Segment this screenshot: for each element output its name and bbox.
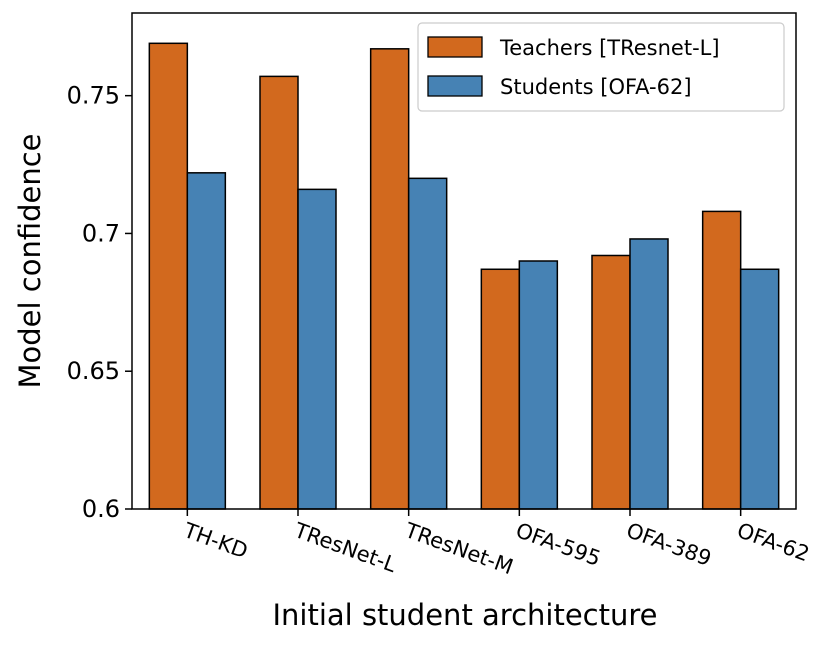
plot-area-frame	[131, 12, 797, 510]
y-axis-title: Model confidence	[13, 133, 47, 388]
bars	[148, 42, 780, 510]
bar-teachers	[259, 75, 299, 510]
y-tick-label: 0.65	[67, 357, 120, 385]
bar-students	[518, 260, 559, 510]
y-tick-label: 0.7	[82, 219, 120, 247]
x-axis-title: Initial student architecture	[272, 598, 657, 632]
bar-students	[739, 268, 780, 510]
bar-teachers	[148, 42, 189, 510]
x-tick-label: TResNet-L	[290, 518, 399, 577]
y-tick-label: 0.75	[67, 82, 120, 110]
x-tick-label: OFA-595	[513, 518, 604, 571]
bar-students	[297, 188, 337, 510]
legend-label-students: Students [OFA-62]	[500, 75, 692, 99]
x-tick-label: OFA-62	[734, 518, 813, 566]
bar-students	[629, 238, 669, 510]
bar-teachers	[369, 48, 410, 510]
x-tick-label: TResNet-M	[401, 518, 516, 580]
legend-swatch-students	[427, 75, 483, 97]
bar-students	[186, 172, 227, 510]
bar-teachers	[701, 210, 742, 510]
x-tick-label: TH-KD	[180, 518, 251, 564]
y-axis-ticks: 0.6 0.65 0.7 0.75	[67, 82, 132, 523]
y-tick-label: 0.6	[82, 495, 120, 523]
bar-students	[407, 177, 448, 510]
legend-swatch-teachers	[427, 36, 483, 58]
legend-label-teachers: Teachers [TResnet-L]	[499, 36, 720, 60]
legend: Teachers [TResnet-L] Students [OFA-62]	[417, 22, 785, 112]
legend-box	[417, 22, 785, 112]
x-tick-label: OFA-389	[623, 518, 714, 571]
bar-teachers	[480, 268, 521, 510]
bar-teachers	[591, 254, 631, 510]
